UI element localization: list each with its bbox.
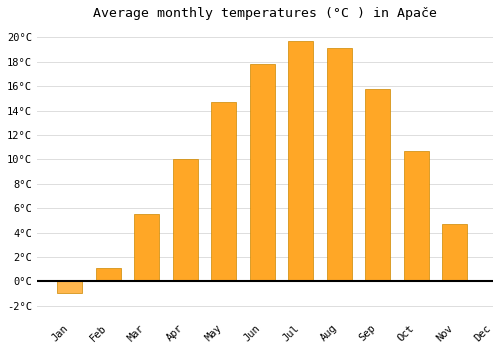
Bar: [326, 48, 351, 281]
Bar: [250, 64, 274, 281]
Bar: [211, 102, 236, 281]
Bar: [172, 159, 198, 281]
Bar: [404, 151, 428, 281]
Bar: [365, 89, 390, 281]
Bar: [442, 224, 467, 281]
Bar: [58, 281, 82, 294]
Bar: [288, 41, 313, 281]
Title: Average monthly temperatures (°C ) in Apače: Average monthly temperatures (°C ) in Ap…: [93, 7, 437, 20]
Bar: [134, 214, 160, 281]
Bar: [96, 268, 121, 281]
